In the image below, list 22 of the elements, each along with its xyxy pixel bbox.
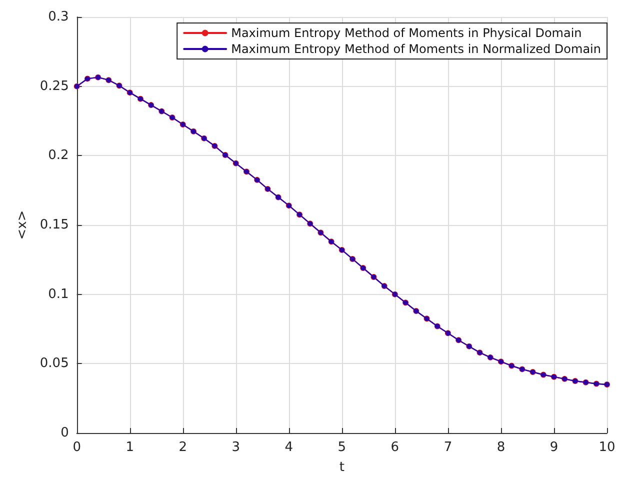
x-tick-label: 8 bbox=[496, 440, 506, 455]
y-tick-label: 0.15 bbox=[40, 218, 69, 232]
x-tick-label: 2 bbox=[178, 440, 188, 455]
y-tick-label: 0 bbox=[60, 426, 69, 440]
x-tick-label: 9 bbox=[550, 440, 558, 455]
legend-label: Maximum Entropy Method of Moments in Physical Domain bbox=[231, 26, 582, 40]
y-tick-label: 0.2 bbox=[48, 148, 69, 164]
y-tick-label: 0.05 bbox=[40, 356, 69, 372]
x-tick-label: 0 bbox=[72, 440, 81, 455]
x-tick-label: 10 bbox=[598, 440, 616, 455]
x-tick-label: 3 bbox=[232, 440, 240, 455]
x-axis-title: t bbox=[339, 460, 344, 475]
x-tick-label: 6 bbox=[390, 440, 400, 455]
x-tick-label: 7 bbox=[444, 440, 452, 455]
y-tick-label: 0.1 bbox=[48, 286, 69, 302]
legend-label: Maximum Entropy Method of Moments in Normalized Domain bbox=[231, 42, 602, 56]
x-tick-label: 4 bbox=[284, 440, 294, 455]
y-tick-label: 0.3 bbox=[48, 10, 69, 24]
x-tick-label: 1 bbox=[126, 440, 134, 455]
y-axis-title: <x> bbox=[15, 210, 30, 240]
x-tick-label: 5 bbox=[338, 440, 346, 455]
y-tick-label: 0.25 bbox=[40, 78, 69, 94]
